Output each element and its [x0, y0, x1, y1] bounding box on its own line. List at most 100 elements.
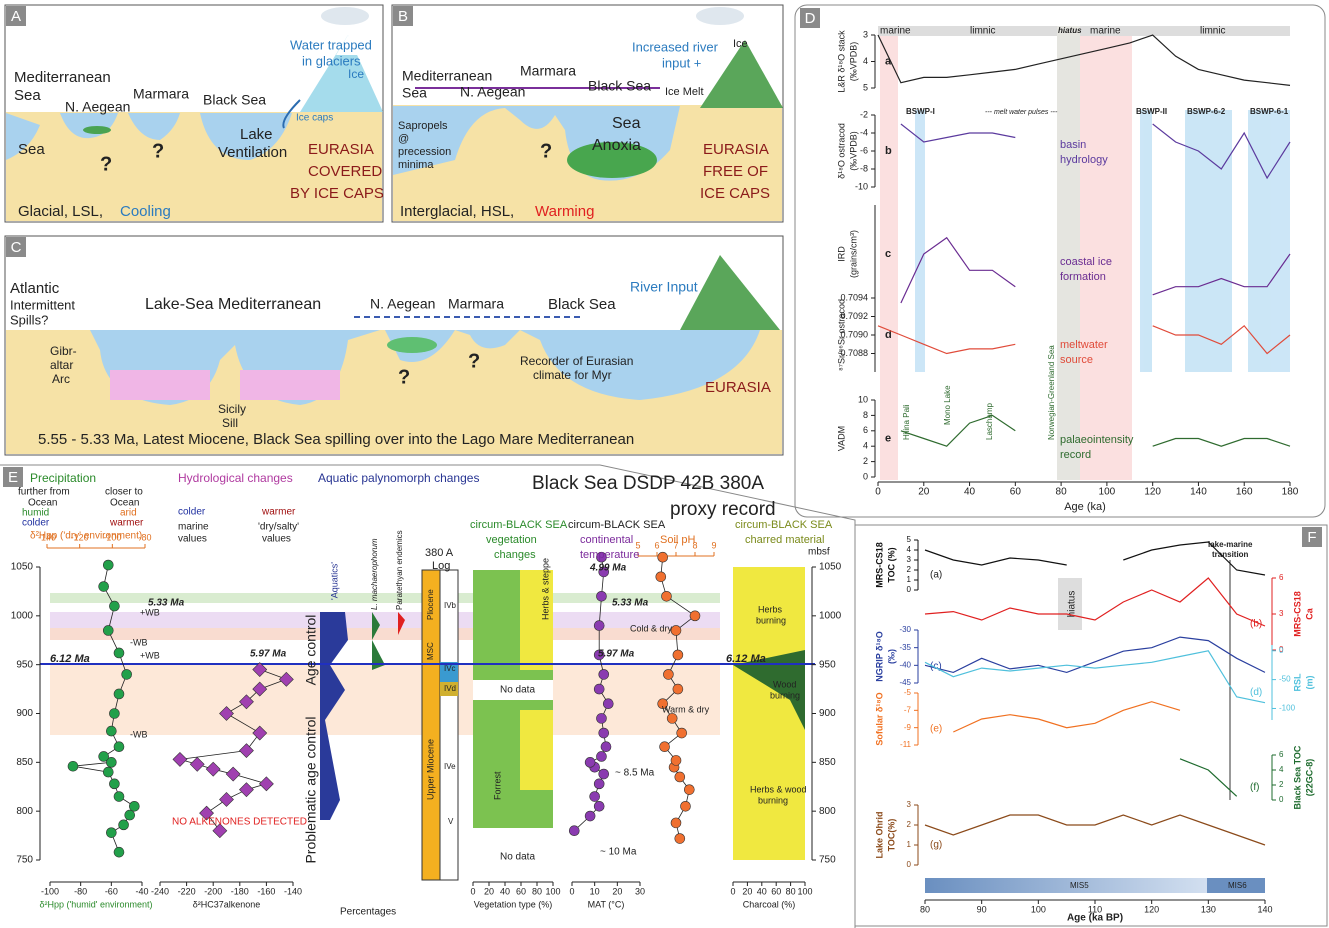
tick-label: 100 [1031, 904, 1046, 914]
tick-label: 1000 [11, 610, 34, 621]
data-point [106, 757, 117, 768]
label: Cold & dry [630, 623, 673, 633]
tick-label: 40 [964, 487, 976, 498]
tick-label: -180 [231, 886, 249, 896]
label: MRS-CS18 [874, 542, 884, 588]
tick-label: -50 [1279, 675, 1291, 684]
label: Black Sea [203, 92, 266, 108]
label: MIS5 [1070, 881, 1089, 890]
data-point [252, 725, 268, 741]
label: COVERED [308, 163, 382, 180]
data-point [593, 620, 605, 631]
tick-label: 6 [654, 540, 659, 550]
label: 5.55 - 5.33 Ma, Latest Miocene, Black Se… [38, 431, 634, 448]
tick-label: 80 [532, 886, 542, 896]
tick-label: 2 [907, 565, 912, 574]
data-point [598, 669, 610, 680]
data-point [596, 751, 607, 762]
tick-label: 60 [771, 886, 781, 896]
label: 6.12 Ma [50, 653, 90, 665]
series-line [1179, 758, 1238, 797]
label: Black Sea TOC [1292, 745, 1302, 809]
label: mbsf [808, 547, 830, 558]
data-point [670, 625, 682, 636]
tick-label: 0 [1279, 645, 1284, 654]
tick-label: 5 [863, 82, 868, 92]
data-point [106, 827, 117, 838]
label: warmer [109, 518, 144, 529]
data-point [683, 784, 695, 795]
label: BSWP-I [906, 107, 935, 116]
data-point [113, 791, 125, 802]
panel-letter-box [3, 467, 23, 487]
label: Norwegian-Greenland Sea [1047, 345, 1056, 440]
panel-a-art [4, 4, 384, 223]
label: IVd [444, 684, 456, 693]
data-point [102, 559, 114, 571]
label: Ice caps [296, 113, 333, 124]
label: Spills? [10, 312, 48, 327]
label: L. machaerophorum [370, 538, 379, 610]
tick-label: 4 [863, 56, 868, 66]
data-point [109, 600, 120, 612]
label: Gibr- [50, 344, 77, 358]
panel-letter-box [393, 6, 413, 26]
label: Mono Lake [943, 385, 952, 425]
tick-label: 2 [863, 456, 868, 466]
label: TOC(%) [886, 819, 896, 852]
label: (d) [1250, 687, 1262, 698]
data-point [593, 683, 605, 695]
data-point [657, 551, 669, 563]
tick-label: 800 [16, 806, 33, 817]
label: (e) [930, 724, 942, 735]
label: circum-BLACK SEA [470, 519, 568, 531]
label: MIS6 [1228, 881, 1247, 890]
label: 5.97 Ma [250, 649, 287, 660]
label: Lake Ohrid [874, 811, 884, 858]
label: 5.33 Ma [612, 598, 649, 609]
data-point [252, 662, 268, 677]
label: Charcoal (%) [743, 899, 796, 909]
tick-label: 30 [635, 886, 645, 896]
data-point [258, 776, 274, 792]
label: IVe [444, 762, 456, 771]
label: Sea [14, 87, 41, 104]
data-point [672, 649, 684, 661]
label: changes [494, 549, 536, 561]
label: record [1060, 449, 1091, 461]
label: IVb [444, 601, 457, 610]
data-point [118, 819, 129, 831]
label: NGRIP δ¹⁸O [874, 631, 884, 682]
label: a [885, 55, 892, 67]
tick-label: 750 [819, 855, 836, 866]
label: Mediterranean [14, 69, 111, 86]
label: ICE CAPS [700, 185, 770, 202]
label: 4.99 Ma [589, 563, 627, 574]
label: +WB [140, 607, 160, 617]
label: palaeointensity [1060, 434, 1134, 446]
tick-label: -8 [860, 163, 868, 173]
label: EURASIA [703, 141, 769, 158]
label: ⁸⁷Sr/⁸⁶Sr ostracod [836, 299, 846, 371]
panel-b-art [391, 4, 784, 223]
label: Glacial, LSL, [18, 203, 103, 220]
label: basin [1060, 139, 1086, 151]
data-point [663, 669, 674, 680]
label: Anoxia [592, 137, 641, 154]
data-point [252, 681, 268, 697]
label: (grains/cm³) [848, 230, 858, 278]
tick-label: -220 [178, 886, 196, 896]
label: δ²HC37alkenone [193, 899, 261, 909]
tick-label: 10 [858, 394, 868, 404]
label: precession [398, 146, 451, 158]
data-point [596, 713, 607, 724]
label: Ocean [28, 498, 57, 509]
label: Warm & dry [662, 704, 710, 714]
tick-label: -100 [103, 532, 121, 542]
label: Arc [52, 372, 70, 386]
tick-label: 750 [16, 855, 33, 866]
data-point [593, 778, 605, 790]
data-point [98, 751, 109, 762]
label: Herbs & steppe [540, 558, 550, 620]
tick-label: 120 [1144, 487, 1161, 498]
